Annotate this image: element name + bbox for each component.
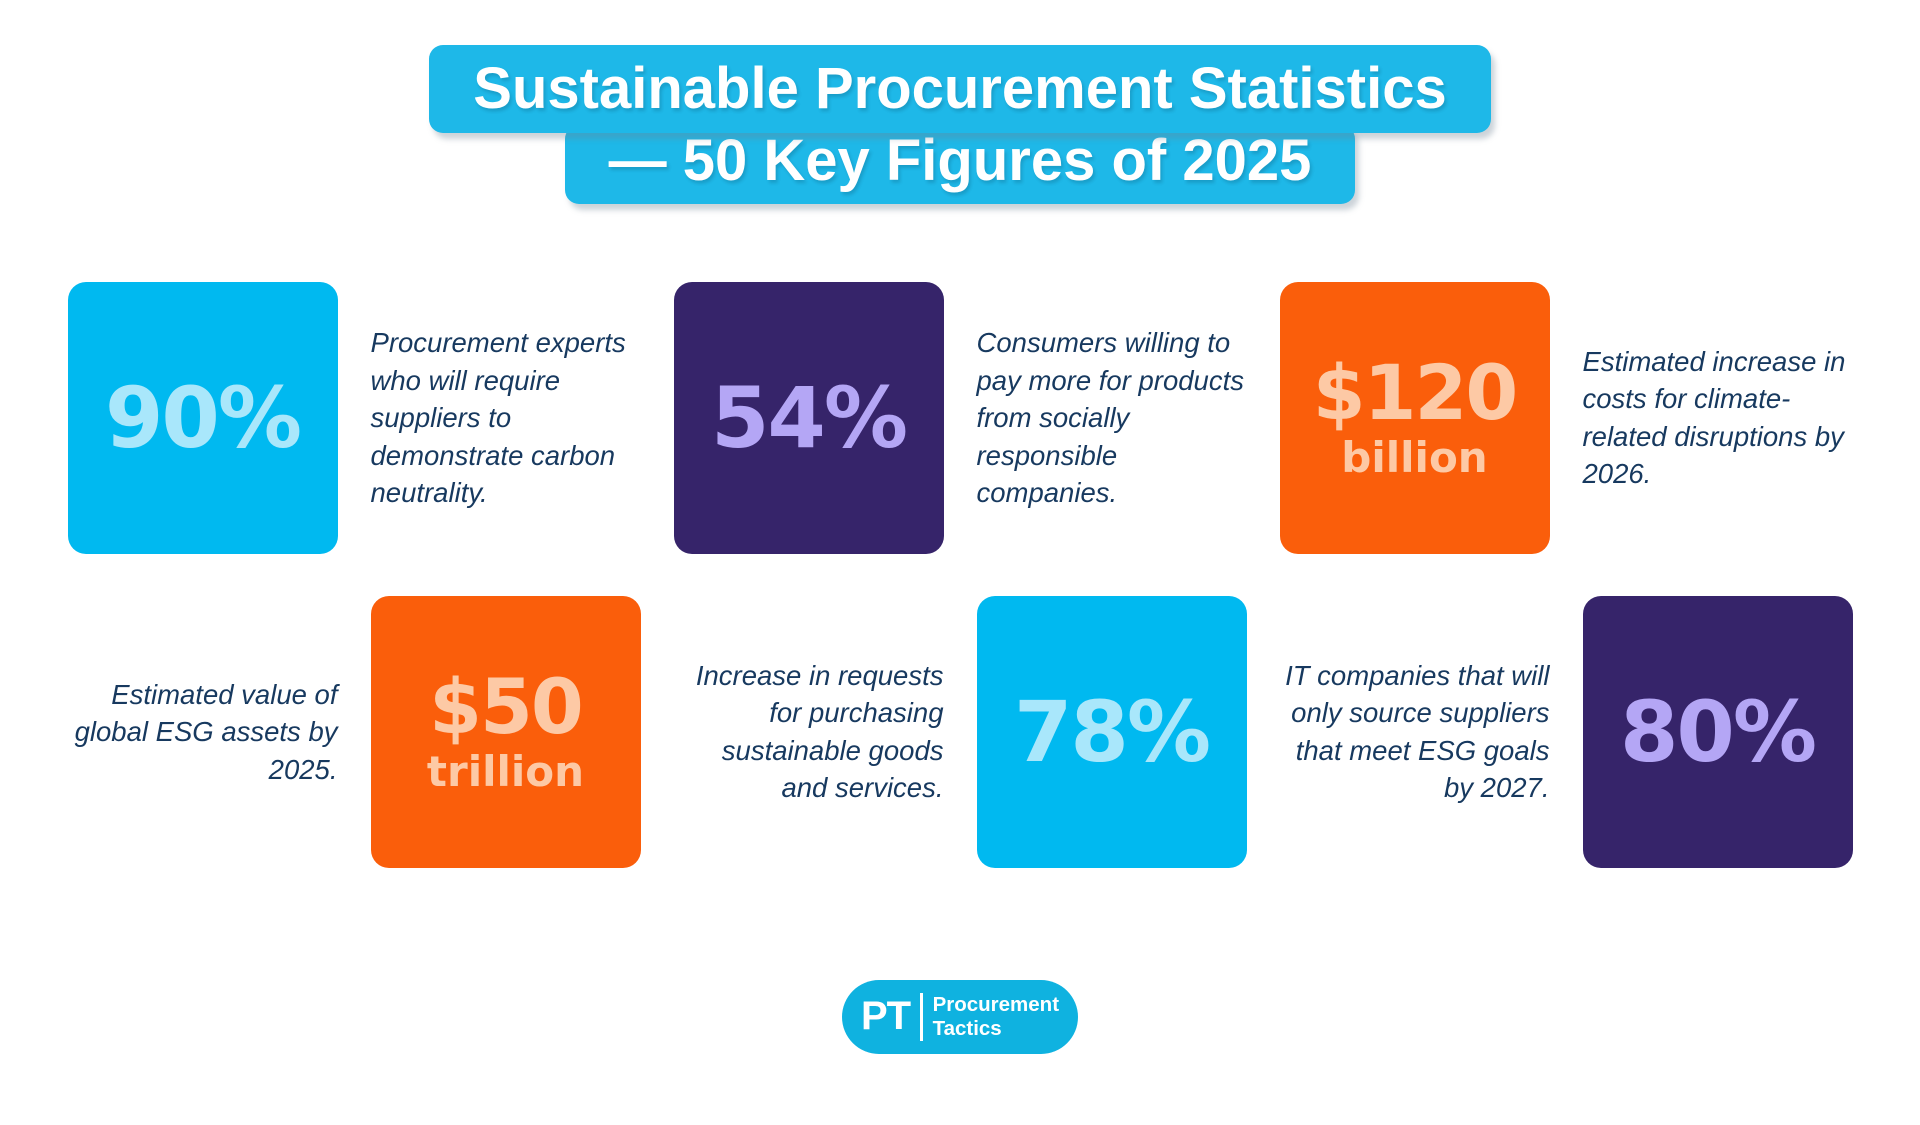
stat-unit: billion: [1341, 432, 1488, 482]
stat-description: IT companies that will only source suppl…: [1280, 596, 1550, 868]
stats-grid: 90% Procurement experts who will require…: [0, 281, 1920, 868]
logo-name-line-2: Tactics: [932, 1016, 1002, 1040]
stat-value: 90%: [104, 368, 302, 467]
logo-abbreviation: PT: [860, 994, 911, 1039]
stat-value: 80%: [1619, 682, 1817, 781]
title-line-2: — 50 Key Figures of 2025: [564, 125, 1356, 204]
stat-description-text: Estimated increase in costs for climate-…: [1582, 346, 1846, 490]
logo-name: Procurement Tactics: [933, 993, 1059, 1040]
stat-card-80-percent: 80%: [1582, 595, 1853, 868]
stat-card-120-billion: $120 billion: [1279, 281, 1550, 554]
stat-description: Procurement experts who will require sup…: [371, 282, 641, 554]
stat-description-text: IT companies that will only source suppl…: [1285, 660, 1550, 804]
stat-description-text: Consumers willing to pay more for produc…: [976, 327, 1244, 508]
stat-description: Increase in requests for purchasing sust…: [674, 596, 944, 868]
stat-card-50-trillion: $50 trillion: [370, 595, 641, 868]
title-block: Sustainable Procurement Statistics — 50 …: [0, 45, 1920, 204]
logo-divider: [920, 992, 923, 1041]
stat-description: Estimated increase in costs for climate-…: [1583, 282, 1853, 554]
stat-description-text: Estimated value of global ESG assets by …: [74, 678, 338, 785]
stat-value: 78%: [1013, 682, 1211, 781]
logo-name-line-1: Procurement: [932, 993, 1060, 1017]
procurement-tactics-logo: PT Procurement Tactics: [842, 979, 1078, 1054]
title-line-1: Sustainable Procurement Statistics: [429, 45, 1491, 134]
stat-unit: trillion: [426, 746, 585, 796]
footer: PT Procurement Tactics: [0, 979, 1920, 1054]
stat-value: $120: [1312, 347, 1519, 437]
stat-description-text: Increase in requests for purchasing sust…: [695, 660, 944, 804]
stat-value: 54%: [710, 368, 908, 467]
stat-description: Estimated value of global ESG assets by …: [68, 596, 338, 868]
stat-card-78-percent: 78%: [976, 595, 1247, 868]
stat-value: $50: [429, 661, 584, 751]
stat-description: Consumers willing to pay more for produc…: [977, 282, 1247, 554]
stat-description-text: Procurement experts who will require sup…: [370, 327, 626, 508]
stat-card-90-percent: 90%: [67, 281, 338, 554]
stat-card-54-percent: 54%: [673, 281, 944, 554]
